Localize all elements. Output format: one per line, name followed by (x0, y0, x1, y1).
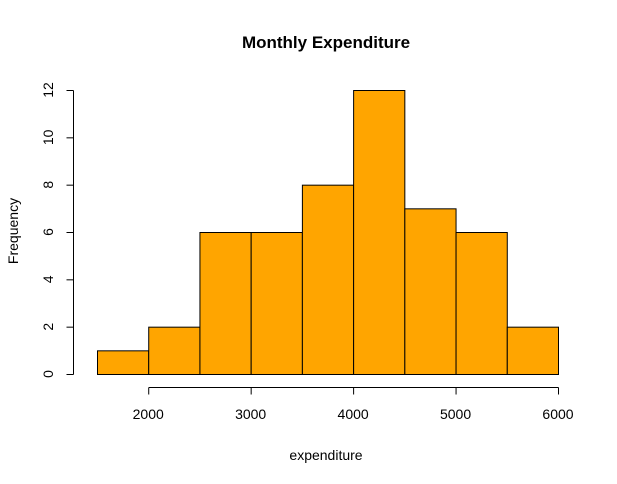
x-axis: 2000 3000 4000 5000 6000 (133, 387, 574, 422)
y-ticks: 0 2 4 6 8 10 12 (40, 82, 74, 378)
x-tick-label: 5000 (440, 406, 471, 422)
y-tick-label: 4 (40, 275, 56, 283)
y-axis: 0 2 4 6 8 10 12 (40, 82, 74, 378)
histogram-bar (97, 350, 150, 376)
y-axis-label: Frequency (5, 198, 21, 264)
histogram-bar (404, 208, 457, 375)
x-tick-label: 4000 (338, 406, 369, 422)
x-tick-label: 2000 (133, 406, 164, 422)
y-tick-label: 12 (40, 82, 56, 98)
x-tick-label: 3000 (235, 406, 266, 422)
bars-group (97, 90, 559, 376)
x-tick-label: 6000 (542, 406, 573, 422)
x-axis-label: expenditure (289, 447, 362, 463)
histogram-bar (353, 90, 406, 375)
y-tick-label: 2 (40, 323, 56, 331)
y-tick-label: 0 (40, 370, 56, 378)
histogram-bar (250, 232, 303, 375)
histogram-bar (301, 184, 355, 375)
histogram-bar (455, 232, 508, 375)
x-ticks: 2000 3000 4000 5000 6000 (133, 387, 574, 422)
histogram-bar (506, 326, 559, 375)
y-tick-label: 6 (40, 228, 56, 236)
histogram-bar (199, 232, 252, 375)
y-tick-label: 10 (40, 129, 56, 145)
y-tick-label: 8 (40, 181, 56, 189)
chart-title: Monthly Expenditure (242, 33, 410, 52)
histogram-bar (148, 326, 201, 375)
